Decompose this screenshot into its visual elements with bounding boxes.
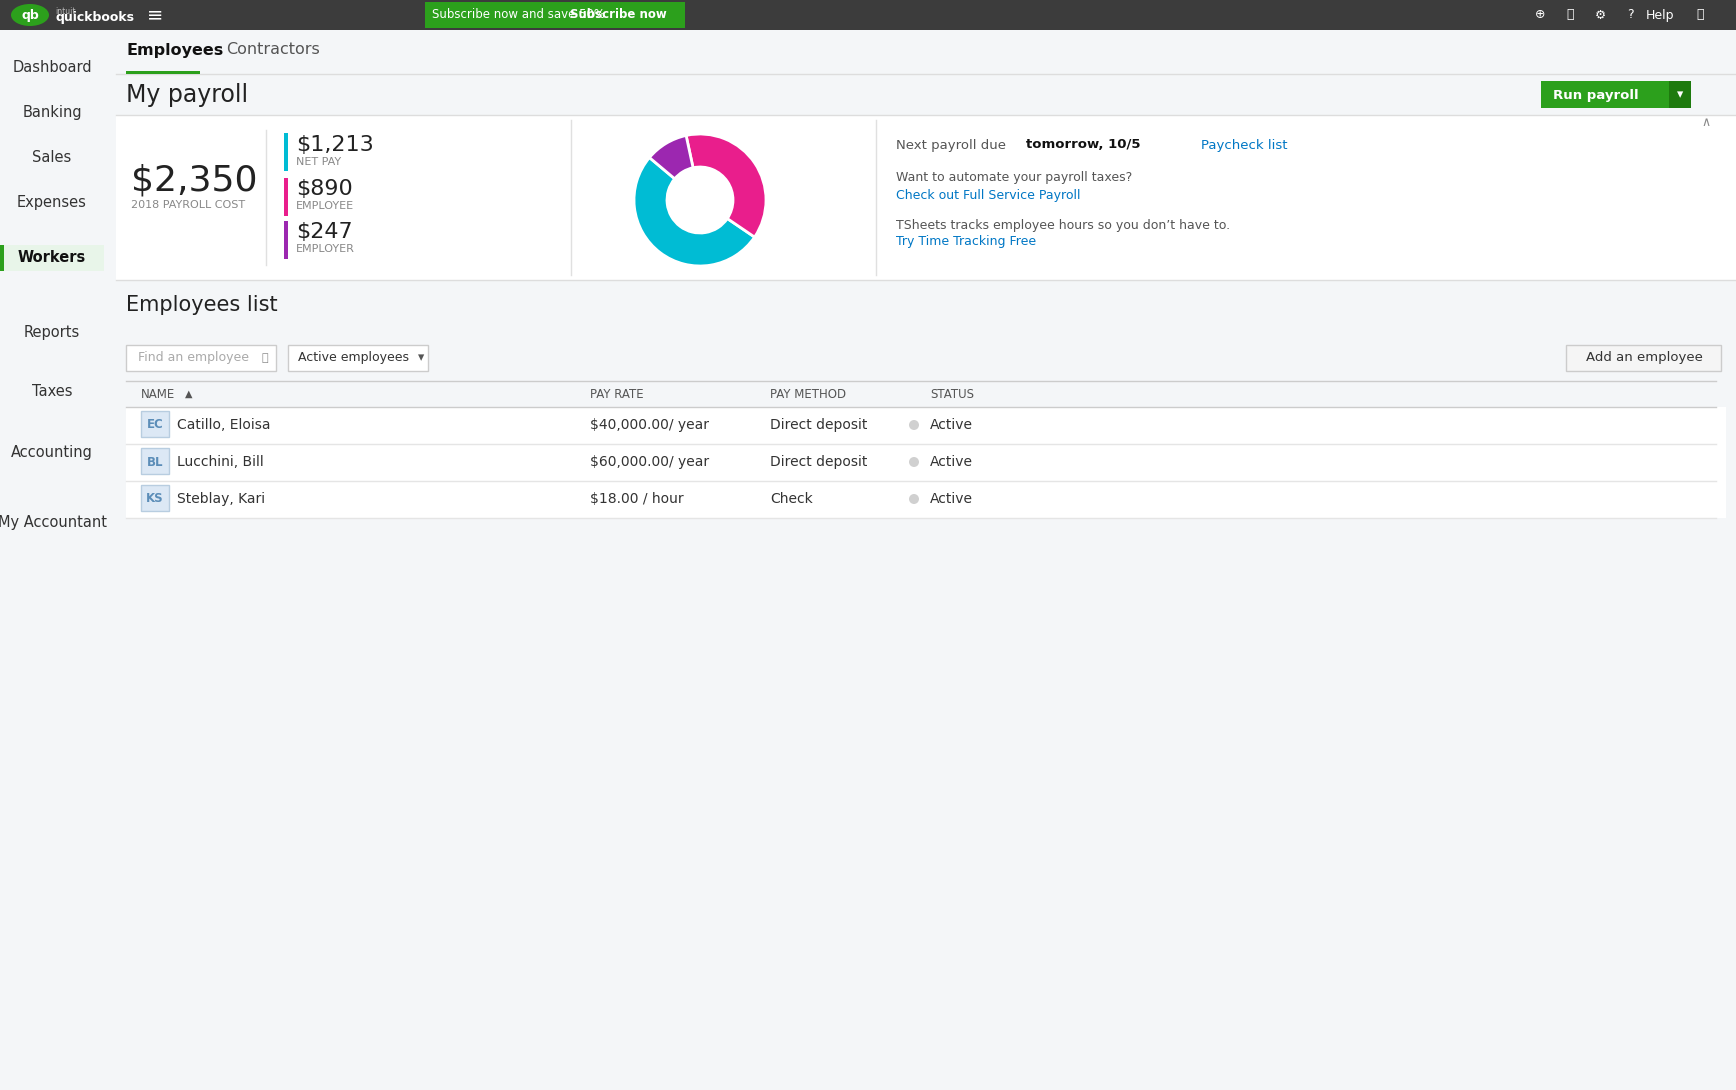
Bar xyxy=(116,116,1736,280)
Bar xyxy=(1566,346,1720,371)
Text: Subscribe now and save 50%: Subscribe now and save 50% xyxy=(432,9,606,22)
Bar xyxy=(1668,81,1691,108)
Text: ∧: ∧ xyxy=(1701,117,1710,130)
Bar xyxy=(0,245,104,271)
Text: Banking: Banking xyxy=(23,105,82,120)
Wedge shape xyxy=(686,134,766,238)
Text: BL: BL xyxy=(148,456,163,469)
Bar xyxy=(425,2,686,28)
Text: Sales: Sales xyxy=(33,149,71,165)
Text: Reports: Reports xyxy=(24,325,80,339)
Bar xyxy=(0,0,1736,31)
Text: 🔍: 🔍 xyxy=(262,353,267,363)
Text: PAY METHOD: PAY METHOD xyxy=(771,388,845,400)
Text: KS: KS xyxy=(146,493,163,506)
Circle shape xyxy=(910,494,918,504)
Text: Active: Active xyxy=(930,455,972,469)
Bar xyxy=(0,245,3,271)
Text: 🔔: 🔔 xyxy=(1696,9,1703,22)
Text: 🔍: 🔍 xyxy=(1566,9,1575,22)
Circle shape xyxy=(910,457,918,467)
Text: Direct deposit: Direct deposit xyxy=(771,455,868,469)
Bar xyxy=(0,31,104,1090)
Bar xyxy=(116,31,1736,74)
Text: Lucchini, Bill: Lucchini, Bill xyxy=(177,455,264,469)
Bar xyxy=(285,221,288,259)
Bar xyxy=(127,382,1726,407)
Bar xyxy=(285,133,288,171)
Text: Dashboard: Dashboard xyxy=(12,60,92,74)
Text: qb: qb xyxy=(21,9,38,22)
Text: NAME: NAME xyxy=(141,388,175,400)
Text: PAY RATE: PAY RATE xyxy=(590,388,644,400)
Text: $18.00 / hour: $18.00 / hour xyxy=(590,492,684,506)
Text: Active employees: Active employees xyxy=(299,351,410,364)
Text: intuit: intuit xyxy=(56,7,75,15)
Bar xyxy=(127,71,200,74)
Text: $247: $247 xyxy=(297,222,352,242)
Text: Employees: Employees xyxy=(127,43,224,58)
Text: TSheets tracks employee hours so you don’t have to.: TSheets tracks employee hours so you don… xyxy=(896,218,1231,231)
Text: quickbooks: quickbooks xyxy=(56,12,134,24)
Text: $1,213: $1,213 xyxy=(297,135,373,155)
Ellipse shape xyxy=(10,4,49,26)
Text: Employees list: Employees list xyxy=(127,295,278,315)
Bar xyxy=(141,448,168,474)
Text: Catillo, Eloisa: Catillo, Eloisa xyxy=(177,417,271,432)
Text: $2,350: $2,350 xyxy=(130,164,257,197)
Text: Help: Help xyxy=(1646,9,1674,22)
Text: Subscribe now: Subscribe now xyxy=(569,9,667,22)
Text: EC: EC xyxy=(146,419,163,432)
Text: Find an employee: Find an employee xyxy=(137,351,248,364)
Text: ⊕: ⊕ xyxy=(1535,9,1545,22)
Bar xyxy=(1542,81,1668,108)
Text: Expenses: Expenses xyxy=(17,194,87,209)
Text: Want to automate your payroll taxes?: Want to automate your payroll taxes? xyxy=(896,171,1132,184)
Text: ≡: ≡ xyxy=(148,5,163,24)
Text: $40,000.00/ year: $40,000.00/ year xyxy=(590,417,708,432)
Text: ⚙: ⚙ xyxy=(1594,9,1606,22)
Text: ▾: ▾ xyxy=(1677,88,1684,101)
Text: Contractors: Contractors xyxy=(226,43,319,58)
Text: EMPLOYER: EMPLOYER xyxy=(297,244,354,254)
Text: Check: Check xyxy=(771,492,812,506)
Text: My payroll: My payroll xyxy=(127,83,248,107)
Text: Accounting: Accounting xyxy=(10,445,94,460)
Text: Steblay, Kari: Steblay, Kari xyxy=(177,492,266,506)
Text: Run payroll: Run payroll xyxy=(1554,88,1639,101)
Text: ?: ? xyxy=(1627,9,1634,22)
Bar xyxy=(127,444,1726,481)
Bar xyxy=(288,346,429,371)
Text: Try Time Tracking Free: Try Time Tracking Free xyxy=(896,235,1036,249)
Wedge shape xyxy=(649,135,693,179)
Text: Taxes: Taxes xyxy=(31,385,73,400)
Bar xyxy=(127,346,276,371)
Bar xyxy=(141,411,168,437)
Text: Workers: Workers xyxy=(17,250,87,265)
Text: Next payroll due: Next payroll due xyxy=(896,138,1010,152)
Bar xyxy=(116,74,1736,116)
Text: Active: Active xyxy=(930,492,972,506)
Text: $890: $890 xyxy=(297,179,352,199)
Text: ▲: ▲ xyxy=(186,389,193,399)
Text: STATUS: STATUS xyxy=(930,388,974,400)
Circle shape xyxy=(910,420,918,429)
Text: Active: Active xyxy=(930,417,972,432)
Wedge shape xyxy=(634,158,755,266)
Text: Add an employee: Add an employee xyxy=(1585,351,1703,364)
Text: My Accountant: My Accountant xyxy=(0,514,106,530)
Text: Direct deposit: Direct deposit xyxy=(771,417,868,432)
Text: Paycheck list: Paycheck list xyxy=(1201,138,1288,152)
Bar xyxy=(127,407,1726,444)
Text: NET PAY: NET PAY xyxy=(297,157,342,167)
Text: Check out Full Service Payroll: Check out Full Service Payroll xyxy=(896,189,1080,202)
Text: EMPLOYEE: EMPLOYEE xyxy=(297,201,354,211)
Text: tomorrow, 10/5: tomorrow, 10/5 xyxy=(1026,138,1141,152)
Bar xyxy=(141,485,168,511)
Text: $60,000.00/ year: $60,000.00/ year xyxy=(590,455,708,469)
Text: ▾: ▾ xyxy=(418,351,424,364)
Bar xyxy=(127,481,1726,518)
Text: 2018 PAYROLL COST: 2018 PAYROLL COST xyxy=(130,199,245,210)
Bar xyxy=(285,178,288,216)
